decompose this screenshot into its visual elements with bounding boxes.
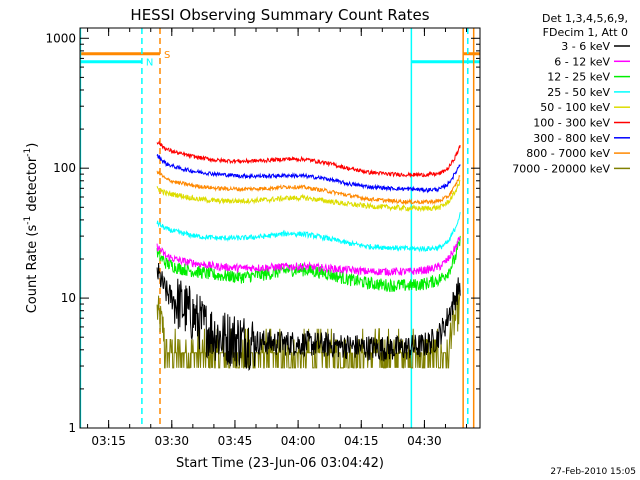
x-tick-label: 03:15	[91, 434, 126, 448]
legend: Det 1,3,4,5,6,9,FDecim 1, Att 03 - 6 keV…	[512, 12, 630, 175]
count-rate-chart: HESSI Observing Summary Count Rates SN 0…	[0, 0, 640, 480]
series-12-25-kev	[157, 236, 460, 292]
x-axis-label: Start Time (23-Jun-06 03:04:42)	[176, 456, 384, 471]
series-50-100-kev	[157, 180, 460, 211]
legend-entry-label: 100 - 300 keV	[533, 117, 610, 130]
legend-header: Det 1,3,4,5,6,9,	[542, 12, 628, 25]
series-line	[157, 236, 460, 292]
y-axis-label: Count Rate (s-1 detector-1)	[23, 143, 40, 314]
legend-entry-label: 3 - 6 keV	[561, 40, 610, 53]
y-tick-label: 10	[61, 291, 76, 305]
chart-title: HESSI Observing Summary Count Rates	[130, 6, 429, 24]
series-line	[157, 212, 460, 251]
x-tick-label: 04:30	[407, 434, 442, 448]
x-tick-label: 03:30	[154, 434, 189, 448]
x-tick-label: 04:15	[344, 434, 379, 448]
legend-header: FDecim 1, Att 0	[543, 26, 628, 39]
legend-entry-label: 300 - 800 keV	[533, 132, 610, 145]
marker-label: S	[164, 50, 170, 61]
legend-entry-label: 12 - 25 keV	[547, 71, 610, 84]
y-tick-label: 100	[53, 161, 76, 175]
series-100-300-kev	[157, 142, 460, 177]
plot-frame	[80, 28, 480, 428]
legend-entry-label: 800 - 7000 keV	[526, 147, 610, 160]
series-25-50-kev	[157, 212, 460, 251]
y-tick-label: 1	[68, 421, 76, 435]
x-tick-label: 04:00	[281, 434, 316, 448]
y-tick-label: 1000	[45, 31, 76, 45]
legend-entry-label: 50 - 100 keV	[540, 101, 610, 114]
legend-entry-label: 6 - 12 keV	[554, 55, 610, 68]
legend-entry-label: 25 - 50 keV	[547, 86, 610, 99]
legend-entry-label: 7000 - 20000 keV	[512, 162, 610, 175]
footer-date: 27-Feb-2010 15:05	[550, 467, 636, 477]
series-line	[157, 142, 460, 177]
plot-area: SN	[80, 28, 480, 428]
axes: 03:15 03:30 03:45 04:00 04:15 04:30 1 10 100 1000	[45, 28, 480, 448]
x-tick-label: 03:45	[218, 434, 253, 448]
marker-label: N	[146, 58, 153, 69]
series-line	[157, 180, 460, 211]
